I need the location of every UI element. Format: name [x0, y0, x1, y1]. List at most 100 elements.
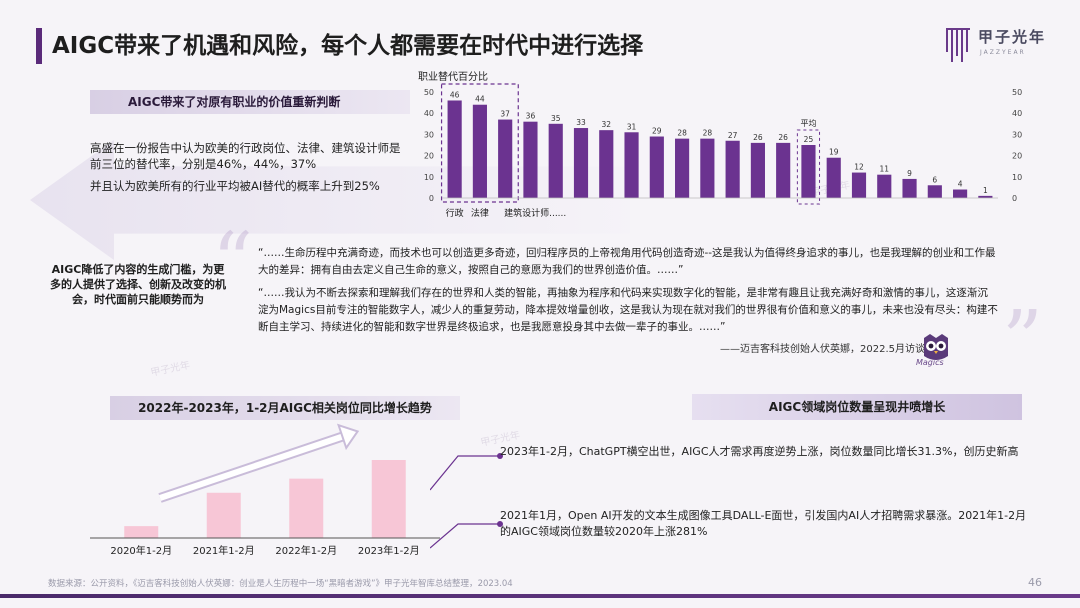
- bar: [675, 138, 690, 198]
- trend-bar: [124, 526, 159, 538]
- quote-paragraph-1: “……生命历程中充满奇迹，而技术也可以创造更多奇迹，回归程序员的上帝视角用代码创…: [258, 247, 996, 276]
- bar-value-label: 32: [601, 120, 611, 129]
- bar: [523, 121, 538, 198]
- aigc-lowered-statement: AIGC降低了内容的生成门槛，为更多的人提供了选择、创新及改变的机会，时代面前只…: [50, 263, 226, 306]
- connector-lines: [430, 453, 503, 549]
- page-title: AIGC带来了机遇和风险，每个人都需要在时代中进行选择: [52, 33, 644, 59]
- open-quote-icon: “: [212, 215, 253, 308]
- bar: [573, 128, 589, 198]
- bar-value-label: 4: [958, 180, 963, 189]
- data-source: 数据来源：公开资料，《迈吉客科技创始人伏英娜：创业是人生历程中一场“黑暗者游戏”…: [48, 579, 513, 589]
- trend-x-label: 2022年1-2月: [275, 544, 337, 557]
- bar-value-label: 37: [500, 110, 510, 119]
- bar: [902, 178, 917, 198]
- logo-text: 甲子光年: [978, 28, 1047, 46]
- bar: [953, 189, 968, 198]
- bar: [700, 138, 715, 198]
- trend-chart-title: 2022年-2023年，1-2月AIGC相关岗位同比增长趋势: [110, 396, 460, 420]
- growth-note-2023: 2023年1-2月，ChatGPT横空出世，AIGC人才需求再度逆势上涨，岗位数…: [500, 445, 1019, 458]
- quote-paragraph-2: “……我认为不断去探索和理解我们存在的世界和人类的智能，再抽象为程序和代码来实现…: [258, 287, 998, 333]
- y-tick-label-left: 50: [424, 88, 434, 97]
- quote-attribution: ——迈吉客科技创始人伏英娜，2022.5月访谈: [720, 344, 925, 355]
- quote-block: “……生命历程中充满奇迹，而技术也可以创造更多奇迹，回归程序员的上帝视角用代码创…: [258, 245, 998, 342]
- bar-value-label: 27: [728, 131, 738, 140]
- trend-x-label: 2021年1-2月: [193, 544, 255, 557]
- trend-chart: 2020年1-2月 2021年1-2月 2022年1-2月 2023年1-2月: [90, 423, 440, 557]
- bar-value-label: 25: [804, 135, 814, 144]
- bar-value-label: 36: [526, 112, 536, 121]
- bar-value-label: 9: [907, 169, 912, 178]
- y-tick-label-left: 20: [424, 152, 434, 161]
- section-label: AIGC带来了对原有职业的价值重新判断: [90, 90, 410, 114]
- bar: [599, 130, 614, 198]
- trend-x-label: 2020年1-2月: [110, 544, 172, 557]
- growth-note-2021: 2021年1月，Open AI开发的文本生成图像工具DALL-E面世，引发国内A…: [500, 509, 1027, 538]
- title-accent-bar: [36, 28, 42, 64]
- logo-subtitle: JAZZYEAR: [980, 49, 1026, 56]
- bar: [801, 145, 816, 198]
- bar: [978, 195, 993, 198]
- bar-value-label: 11: [879, 165, 889, 174]
- trend-arrow-inner: [159, 431, 351, 501]
- bar: [927, 185, 942, 198]
- bar-value-label: 1: [983, 186, 988, 195]
- left-paragraph: 高盛在一份报告中认为欧美的行政岗位、法律、建筑设计师是前三位的替代率，分别是46…: [90, 140, 410, 200]
- bar: [776, 142, 791, 198]
- bar-value-label: 12: [854, 163, 864, 172]
- bar: [447, 100, 462, 198]
- trend-bar: [371, 460, 406, 538]
- chart-title: 职业替代百分比: [418, 70, 488, 83]
- brand-logo: 甲子光年 JAZZYEAR: [944, 22, 1054, 70]
- bar-value-label: 26: [778, 133, 788, 142]
- bar-value-label: 31: [627, 122, 637, 131]
- bar-value-label: 35: [551, 114, 561, 123]
- y-tick-label-right: 30: [1012, 130, 1022, 139]
- bar: [624, 132, 639, 198]
- trend-x-label: 2023年1-2月: [358, 544, 420, 557]
- bar: [472, 104, 487, 198]
- y-tick-label-left: 30: [424, 130, 434, 139]
- bottom-rule: [0, 594, 1080, 598]
- bar-value-label: 28: [677, 129, 687, 138]
- y-tick-label-right: 40: [1012, 109, 1022, 118]
- magics-label: Magics: [916, 358, 944, 367]
- y-tick-label-left: 10: [424, 173, 434, 182]
- bar: [750, 142, 765, 198]
- trend-bar: [206, 492, 241, 538]
- bar: [649, 136, 664, 198]
- paragraph-goldman: 高盛在一份报告中认为欧美的行政岗位、法律、建筑设计师是前三位的替代率，分别是46…: [90, 141, 401, 171]
- bar-value-label: 19: [829, 148, 839, 157]
- bar-value-label: 46: [450, 90, 460, 99]
- bar-value-label: 29: [652, 127, 662, 136]
- close-quote-icon: ”: [1002, 293, 1043, 386]
- bar: [498, 119, 513, 198]
- bar-value-label: 6: [932, 175, 937, 184]
- bar: [725, 140, 740, 198]
- bar-value-label: 33: [576, 118, 586, 127]
- y-tick-label-right: 0: [1012, 194, 1017, 203]
- page-number: 46: [1028, 576, 1042, 589]
- magics-owl-icon: [924, 334, 948, 360]
- highlight-box-top3: [440, 83, 519, 203]
- bar: [851, 172, 867, 198]
- paragraph-average: 并且认为欧美所有的行业平均被AI替代的概率上升到25%: [90, 179, 380, 193]
- bar: [877, 174, 892, 198]
- y-tick-label-right: 50: [1012, 88, 1022, 97]
- bar-value-label: 28: [703, 129, 713, 138]
- bar: [548, 123, 563, 198]
- y-tick-label-left: 0: [429, 194, 434, 203]
- bar-value-label: 44: [475, 95, 485, 104]
- y-tick-label-right: 10: [1012, 173, 1022, 182]
- x-category-label: 建筑设计师......: [504, 207, 566, 219]
- watermark: 甲子光年: [149, 359, 192, 379]
- growth-title: AIGC领域岗位数量呈现井喷增长: [692, 394, 1022, 420]
- trend-bar: [289, 478, 324, 538]
- bar: [826, 157, 841, 198]
- average-label: 平均: [800, 118, 816, 128]
- logo-mark-icon: [946, 28, 970, 62]
- y-tick-label-right: 20: [1012, 152, 1022, 161]
- trend-arrow-head: [337, 423, 360, 451]
- x-category-label: 法律: [471, 207, 489, 219]
